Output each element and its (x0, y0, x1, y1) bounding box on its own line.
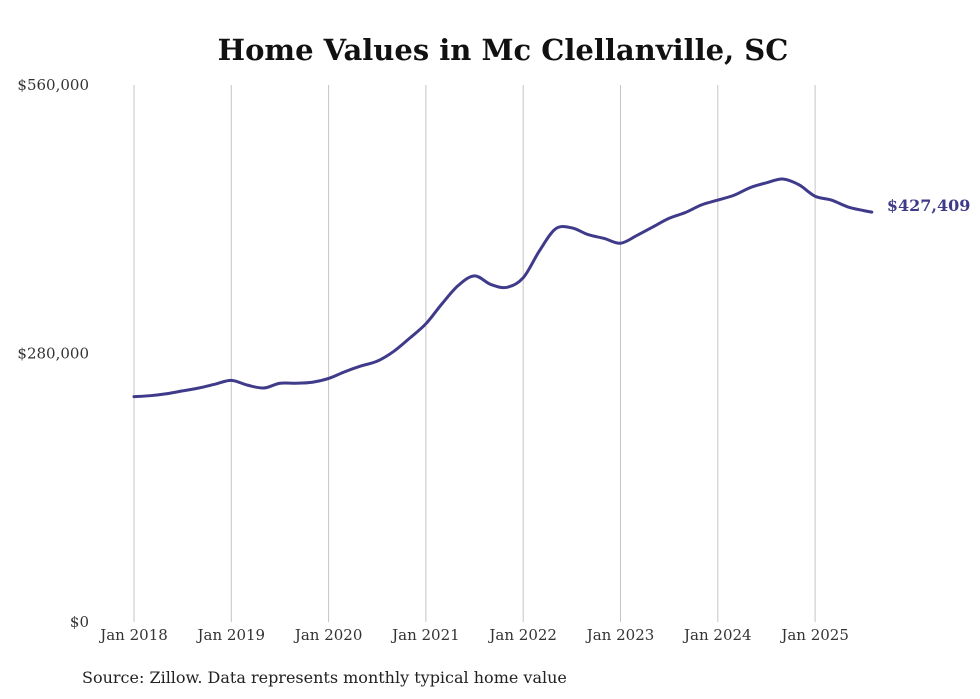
y-axis: $0 $280,000 $560,000 (17, 76, 89, 631)
y-tick-label: $0 (70, 613, 89, 631)
source-note: Source: Zillow. Data represents monthly … (82, 668, 567, 687)
series-layer (132, 177, 874, 399)
chart-title: Home Values in Mc Clellanville, SC (218, 33, 789, 67)
x-tick-label: Jan 2019 (196, 626, 266, 644)
x-tick-label: Jan 2023 (585, 626, 655, 644)
x-axis: Jan 2018 Jan 2019 Jan 2020 Jan 2021 Jan 2022… (98, 626, 849, 644)
home-value-line (132, 177, 874, 399)
x-tick-label: Jan 2018 (98, 626, 168, 644)
x-tick-label: Jan 2020 (293, 626, 363, 644)
y-tick-label: $280,000 (17, 345, 89, 363)
x-tick-label: Jan 2025 (779, 626, 849, 644)
x-tick-label: Jan 2024 (682, 626, 752, 644)
last-value-label: $427,409 (887, 196, 971, 215)
x-tick-label: Jan 2022 (487, 626, 557, 644)
x-tick-label: Jan 2021 (390, 626, 460, 644)
gridlines (133, 85, 816, 622)
y-tick-label: $560,000 (17, 76, 89, 94)
